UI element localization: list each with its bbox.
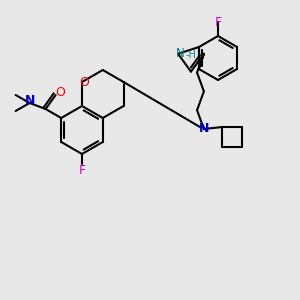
Text: -H: -H	[185, 50, 196, 60]
Text: N: N	[176, 47, 184, 60]
Text: N: N	[24, 94, 35, 107]
Text: O: O	[56, 86, 66, 100]
Text: F: F	[78, 164, 85, 176]
Text: F: F	[214, 16, 222, 28]
Text: O: O	[79, 76, 89, 88]
Text: N: N	[199, 122, 209, 136]
